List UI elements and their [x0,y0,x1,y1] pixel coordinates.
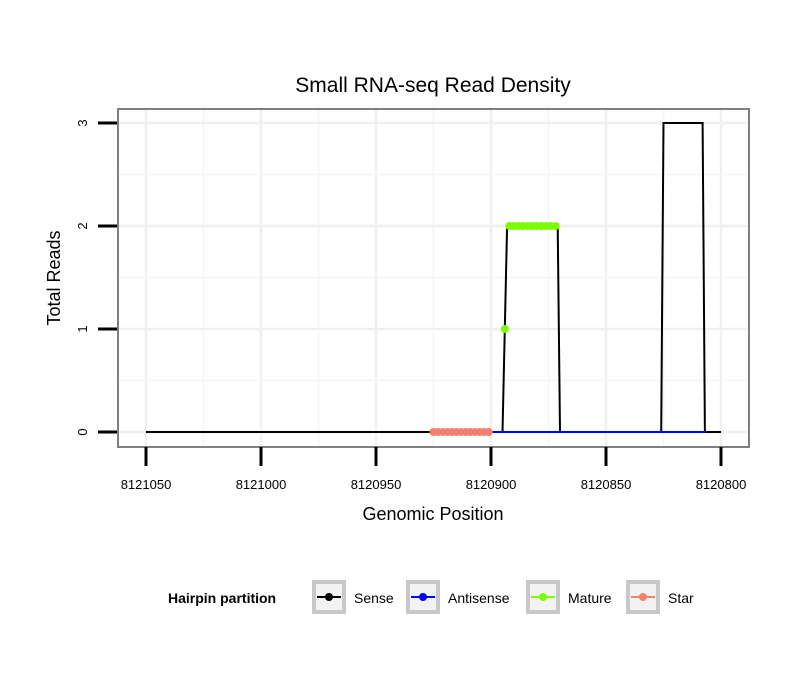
y-tick-label: 0 [75,428,90,435]
legend: Hairpin partition Sense Antisense Mature St… [168,580,694,614]
x-axis-label: Genomic Position [362,504,503,524]
legend-label-mature: Mature [568,590,612,606]
legend-key-point [639,593,647,601]
legend-key-point [325,593,333,601]
x-tick-label: 8120950 [351,477,402,492]
x-tick-label: 8121050 [121,477,172,492]
x-tick-label: 8120800 [696,477,747,492]
point-mature [551,222,560,230]
y-axis: 0 1 2 3 [75,119,117,436]
legend-key-point [539,593,547,601]
y-tick-label: 1 [75,325,90,332]
x-tick-label: 8120900 [466,477,517,492]
plot-border [117,108,750,448]
series-layer [146,122,721,436]
legend-label-antisense: Antisense [448,590,510,606]
x-tick-label: 8120850 [581,477,632,492]
x-tick-label: 8121000 [236,477,287,492]
point-mature [500,325,509,333]
y-tick-label: 3 [75,119,90,126]
y-axis-label: Total Reads [44,230,64,325]
chart-title: Small RNA-seq Read Density [295,74,571,97]
legend-label-sense: Sense [354,590,394,606]
legend-title: Hairpin partition [168,590,276,606]
x-axis: 8121050 8121000 8120950 8120900 8120850 81208… [121,447,747,492]
point-star [484,428,493,436]
legend-key-point [419,593,427,601]
legend-label-star: Star [668,590,694,606]
y-tick-label: 2 [75,222,90,229]
